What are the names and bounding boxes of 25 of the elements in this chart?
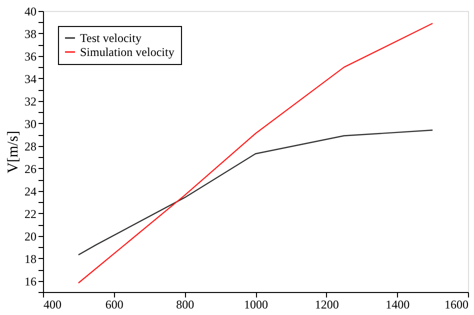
y-tick-label: 32 [24,94,36,108]
y-axis-title: V[m/s] [6,130,22,174]
y-tick-label: 16 [24,274,36,288]
y-tick-label: 20 [24,229,36,244]
y-tick-label: 26 [24,162,36,176]
y-tick-label: 36 [24,49,36,64]
x-tick-label: 1400 [386,298,410,312]
y-tick-label: 24 [24,184,36,198]
y-tick-label: 38 [24,26,36,41]
x-tick-label: 400 [44,298,62,312]
line-series [78,22,434,284]
y-tick-label: 34 [24,72,36,86]
x-tick-label: 600 [105,298,124,312]
y-tick-label: 28 [24,139,36,154]
y-tick-label: 30 [24,116,36,131]
x-tick-label: 1000 [244,298,268,312]
y-tick-label: 18 [24,252,36,266]
legend-label: Simulation velocity [80,45,174,59]
x-tick-label: 1600 [444,298,468,312]
y-tick-label: 40 [24,4,36,18]
line-series [78,130,434,256]
x-tick-label: 800 [176,298,194,312]
x-tick-label: 1200 [314,298,339,312]
legend-label: Test velocity [80,31,142,45]
y-tick-label: 22 [24,206,36,221]
